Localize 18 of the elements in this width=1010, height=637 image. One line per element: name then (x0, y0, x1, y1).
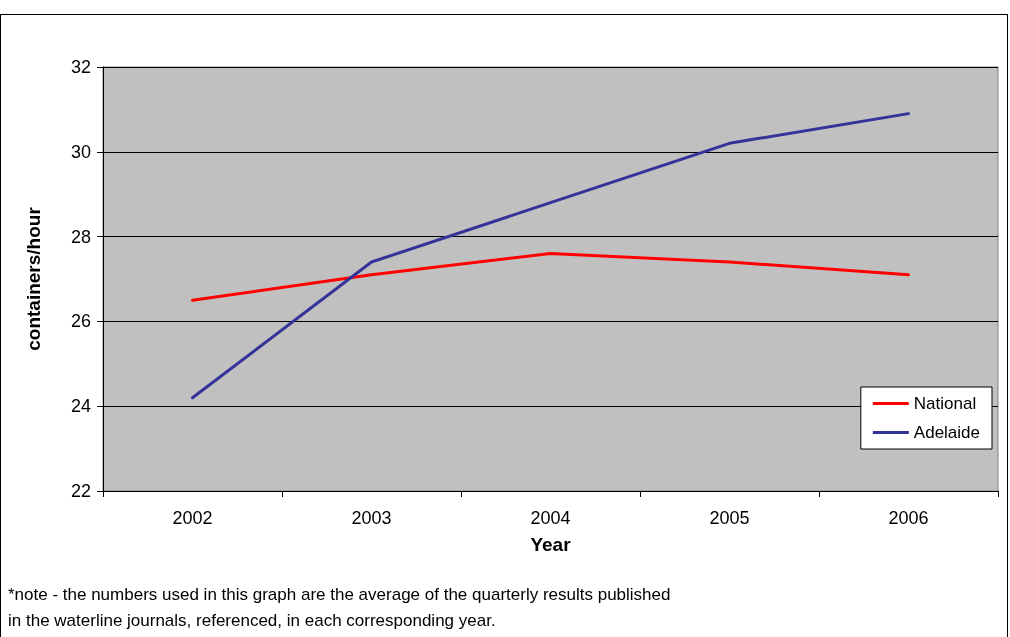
y-tick-label: 32 (70, 57, 91, 77)
line-series (191, 112, 910, 400)
legend-label: National (913, 394, 977, 413)
x-tick-label: 2004 (530, 508, 571, 528)
y-axis-title: containers/hour (23, 206, 44, 351)
x-tick-label: 2005 (709, 508, 750, 528)
y-tick-label: 24 (70, 396, 91, 417)
line-series (191, 252, 910, 302)
text: *note - the numbers used in this graph are the average of the quarterly results published in the waterline journals, referenced, in each corresponding year. (8, 584, 671, 630)
y-tick-label: 30 (70, 141, 91, 162)
legend-label: Adelaide (913, 423, 981, 442)
y-tick-label: 26 (70, 311, 91, 332)
y-tick-label: 28 (70, 226, 91, 247)
y-tick-label: 22 (70, 481, 91, 501)
x-tick-label: 2002 (172, 508, 213, 528)
x-tick-label: 2006 (888, 508, 929, 528)
x-axis-title: Year (530, 534, 572, 555)
x-tick-label: 2003 (351, 508, 392, 528)
